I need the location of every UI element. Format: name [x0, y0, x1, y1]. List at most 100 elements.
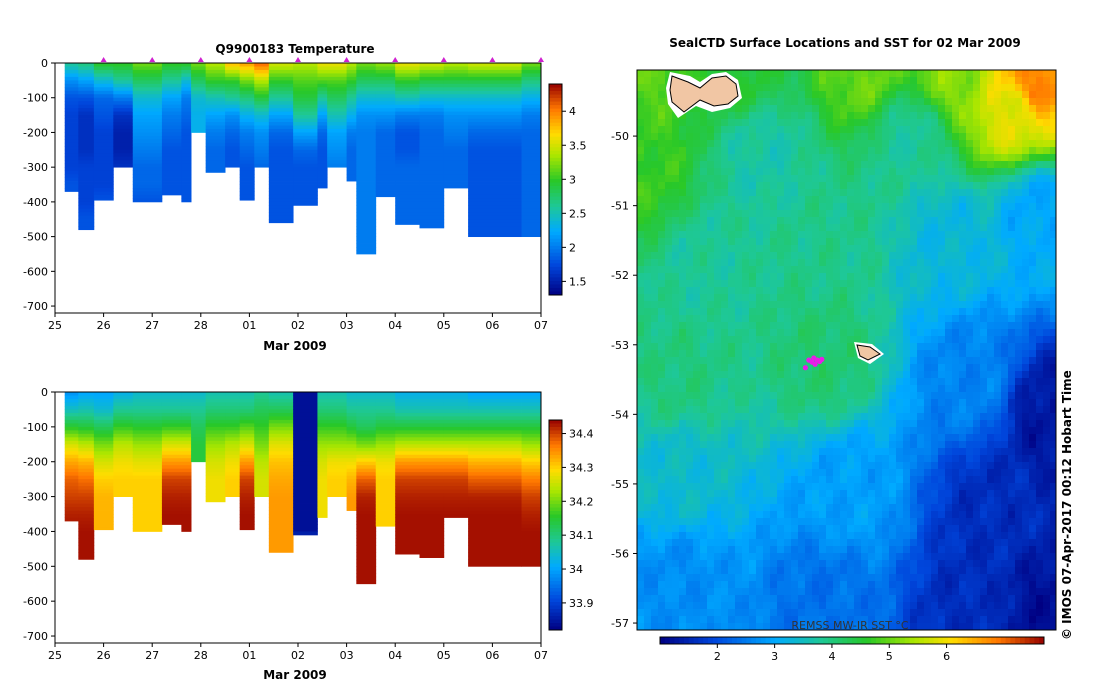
sst-cell — [987, 140, 995, 148]
profile-cell — [239, 419, 255, 424]
profile-cell — [443, 479, 469, 484]
profile-cell — [468, 398, 522, 403]
profile-cell — [293, 97, 318, 102]
sst-cell — [637, 350, 645, 358]
sst-cell — [826, 189, 834, 197]
profile-cell — [468, 534, 522, 539]
sst-cell — [833, 133, 841, 141]
sst-cell — [798, 140, 806, 148]
sst-cell — [889, 371, 897, 379]
sst-cell — [819, 140, 827, 148]
profile-cell — [268, 90, 294, 95]
profile-cell — [419, 412, 445, 417]
sst-cell — [665, 371, 673, 379]
sst-cell — [875, 126, 883, 134]
sst-cell — [728, 315, 736, 323]
sst-cell — [714, 371, 722, 379]
profile-cell — [521, 475, 542, 480]
sst-cell — [637, 175, 645, 183]
sst-cell — [819, 77, 827, 85]
profile-cell — [375, 94, 396, 99]
x-tick-label: 03 — [340, 649, 354, 662]
profile-cell — [356, 562, 377, 567]
sst-cell — [714, 252, 722, 260]
sst-cell — [756, 196, 764, 204]
sst-cell — [917, 371, 925, 379]
sst-cell — [644, 210, 652, 218]
sst-cell — [854, 182, 862, 190]
profile-cell — [132, 125, 163, 130]
profile-cell — [78, 392, 95, 396]
profile-cell — [317, 73, 328, 78]
sst-cell — [658, 112, 666, 120]
profile-cell — [268, 167, 294, 172]
sst-cell — [952, 77, 960, 85]
sst-cell — [1036, 175, 1044, 183]
sst-cell — [637, 70, 645, 78]
profile-cell — [375, 482, 396, 487]
sst-cell — [1008, 238, 1016, 246]
sst-cell — [1022, 245, 1030, 253]
profile-cell — [346, 454, 357, 459]
sst-cell — [980, 210, 988, 218]
sst-cell — [987, 119, 995, 127]
sst-cell — [658, 252, 666, 260]
sst-cell — [707, 385, 715, 393]
profile-cell — [181, 503, 192, 508]
sst-cell — [994, 385, 1002, 393]
profile-cell — [395, 149, 420, 154]
sst-cell — [812, 308, 820, 316]
profile-cell — [161, 90, 182, 95]
sst-cell — [938, 392, 946, 400]
profile-cell — [161, 163, 182, 168]
profile-cell — [181, 149, 192, 154]
sst-cell — [966, 315, 974, 323]
sst-cell — [931, 301, 939, 309]
profile-cell — [268, 156, 294, 161]
sst-cell — [735, 371, 743, 379]
profile-cell — [356, 433, 377, 438]
sst-cell — [931, 224, 939, 232]
profile-cell — [181, 101, 192, 106]
sst-cell — [938, 112, 946, 120]
profile-cell — [268, 108, 294, 113]
sst-cell — [798, 217, 806, 225]
colorbar-swatch — [549, 133, 562, 138]
profile-cell — [356, 163, 377, 168]
sst-cell — [910, 98, 918, 106]
profile-cell — [181, 184, 192, 189]
sst-cell — [861, 399, 869, 407]
profile-cell — [356, 194, 377, 199]
profile-cell — [181, 104, 192, 109]
profile-cell — [78, 426, 95, 431]
sst-cell — [686, 280, 694, 288]
sst-cell — [693, 392, 701, 400]
sst-cell — [875, 259, 883, 267]
y-tick-label: -300 — [23, 491, 48, 504]
sst-cell — [1008, 224, 1016, 232]
sst-cell — [917, 196, 925, 204]
profile-cell — [268, 163, 294, 168]
profile-cell — [205, 430, 226, 435]
profile-cell — [346, 90, 357, 95]
profile-cell — [239, 433, 255, 438]
sst-cell — [938, 371, 946, 379]
sst-cell — [896, 245, 904, 253]
profile-cell — [443, 153, 469, 158]
sst-cell — [637, 126, 645, 134]
profile-cell — [268, 73, 294, 78]
sst-cell — [910, 287, 918, 295]
sst-cell — [833, 259, 841, 267]
profile-cell — [113, 430, 134, 435]
sst-cell — [959, 385, 967, 393]
profile-cell — [375, 447, 396, 452]
sst-cell — [875, 154, 883, 162]
profile-cell — [443, 475, 469, 480]
profile-cell — [327, 461, 347, 466]
profile-cell — [132, 461, 163, 466]
profile-cell — [93, 409, 114, 414]
profile-cell — [78, 398, 95, 403]
sst-cell — [917, 399, 925, 407]
sst-cell — [882, 189, 890, 197]
sst-cell — [959, 273, 967, 281]
